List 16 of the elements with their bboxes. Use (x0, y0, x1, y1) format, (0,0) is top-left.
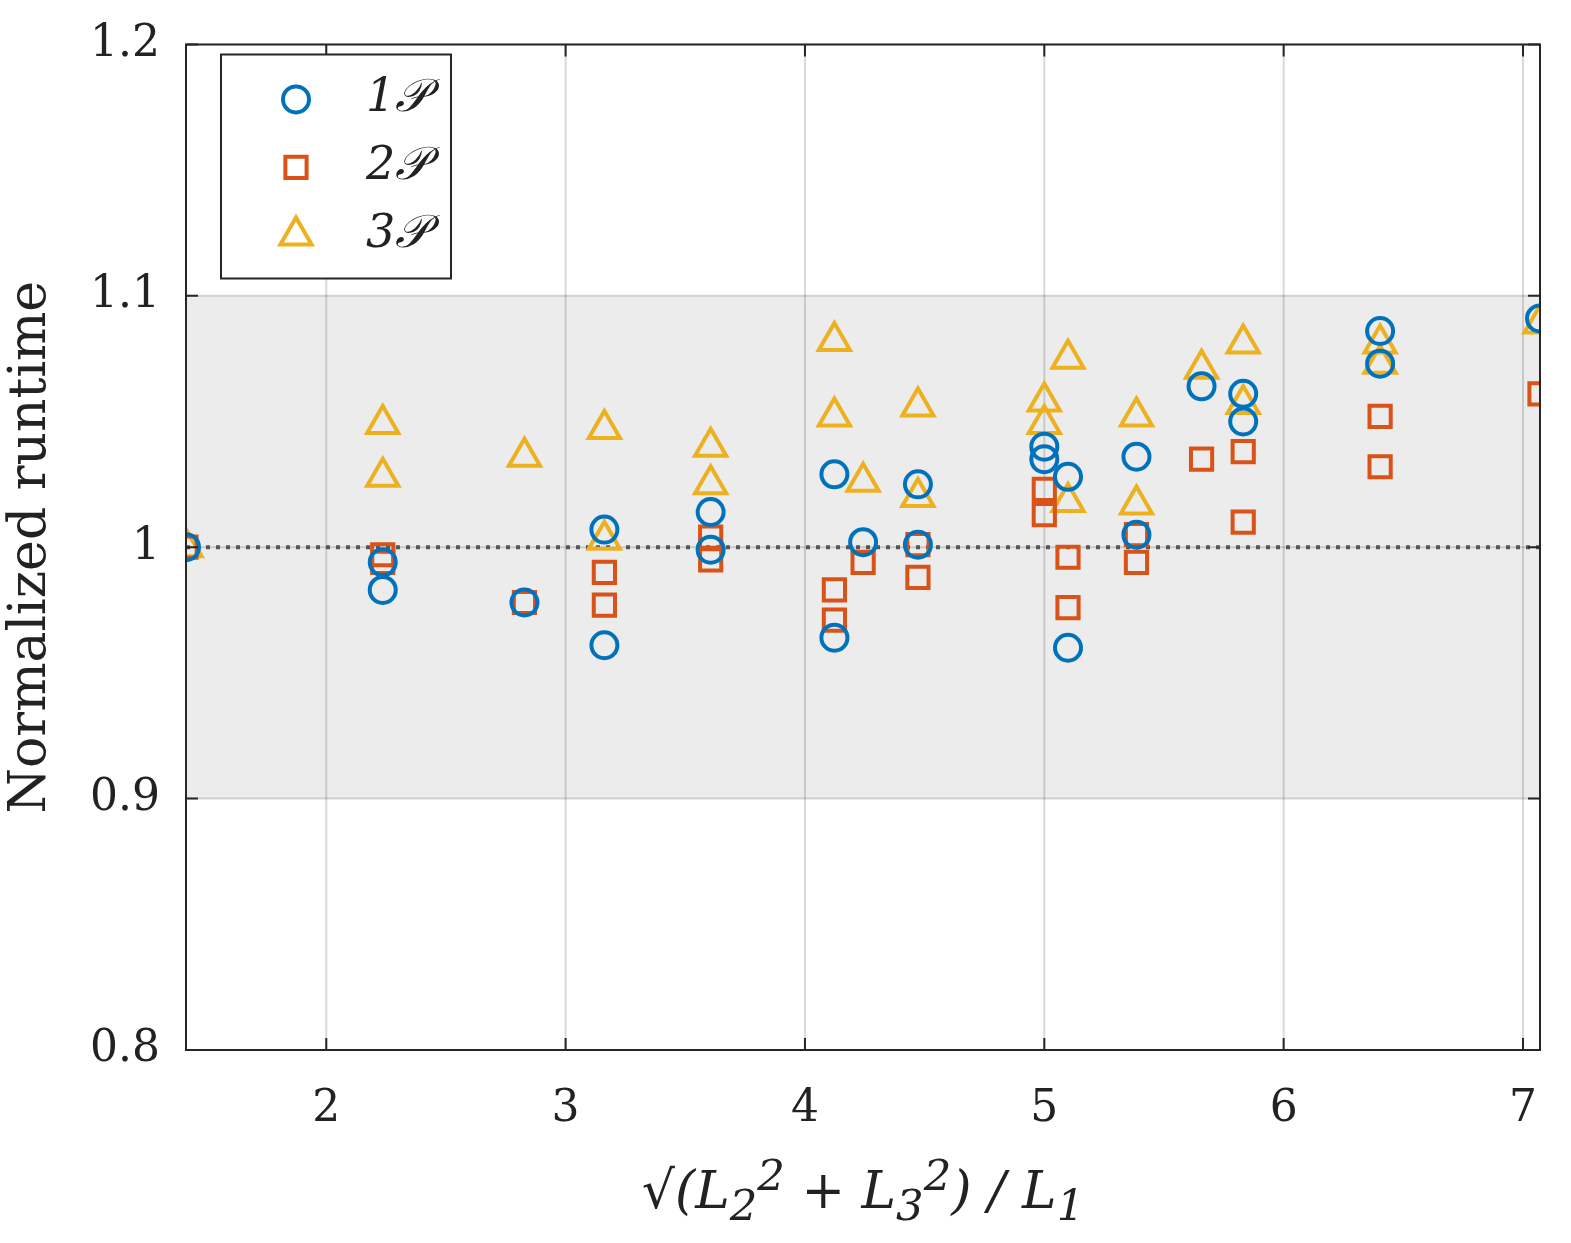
x-tick-label: 4 (790, 1079, 819, 1131)
x-tick-label: 6 (1269, 1079, 1298, 1131)
legend-label: 3𝒫 (366, 204, 441, 259)
x-tick-label: 2 (312, 1079, 341, 1131)
y-tick-label: 1.1 (90, 266, 160, 318)
y-tick-label: 1.2 (90, 14, 160, 66)
y-tick-label: 1 (132, 517, 160, 569)
y-axis-title: Normalized runtime (0, 280, 57, 814)
x-axis-title: √(L$_{2}$$^{2}$ + L$_{3}$$^{2}$) / L$_{1}$ (640, 1150, 1086, 1230)
x-tick-label: 3 (551, 1079, 580, 1131)
y-tick-label: 0.9 (90, 769, 160, 821)
y-tick-label: 0.8 (90, 1020, 160, 1072)
legend-label: 1𝒫 (366, 68, 441, 123)
legend-label: 2𝒫 (365, 136, 441, 191)
x-tick-label: 7 (1509, 1079, 1538, 1131)
x-tick-label: 5 (1030, 1079, 1059, 1131)
